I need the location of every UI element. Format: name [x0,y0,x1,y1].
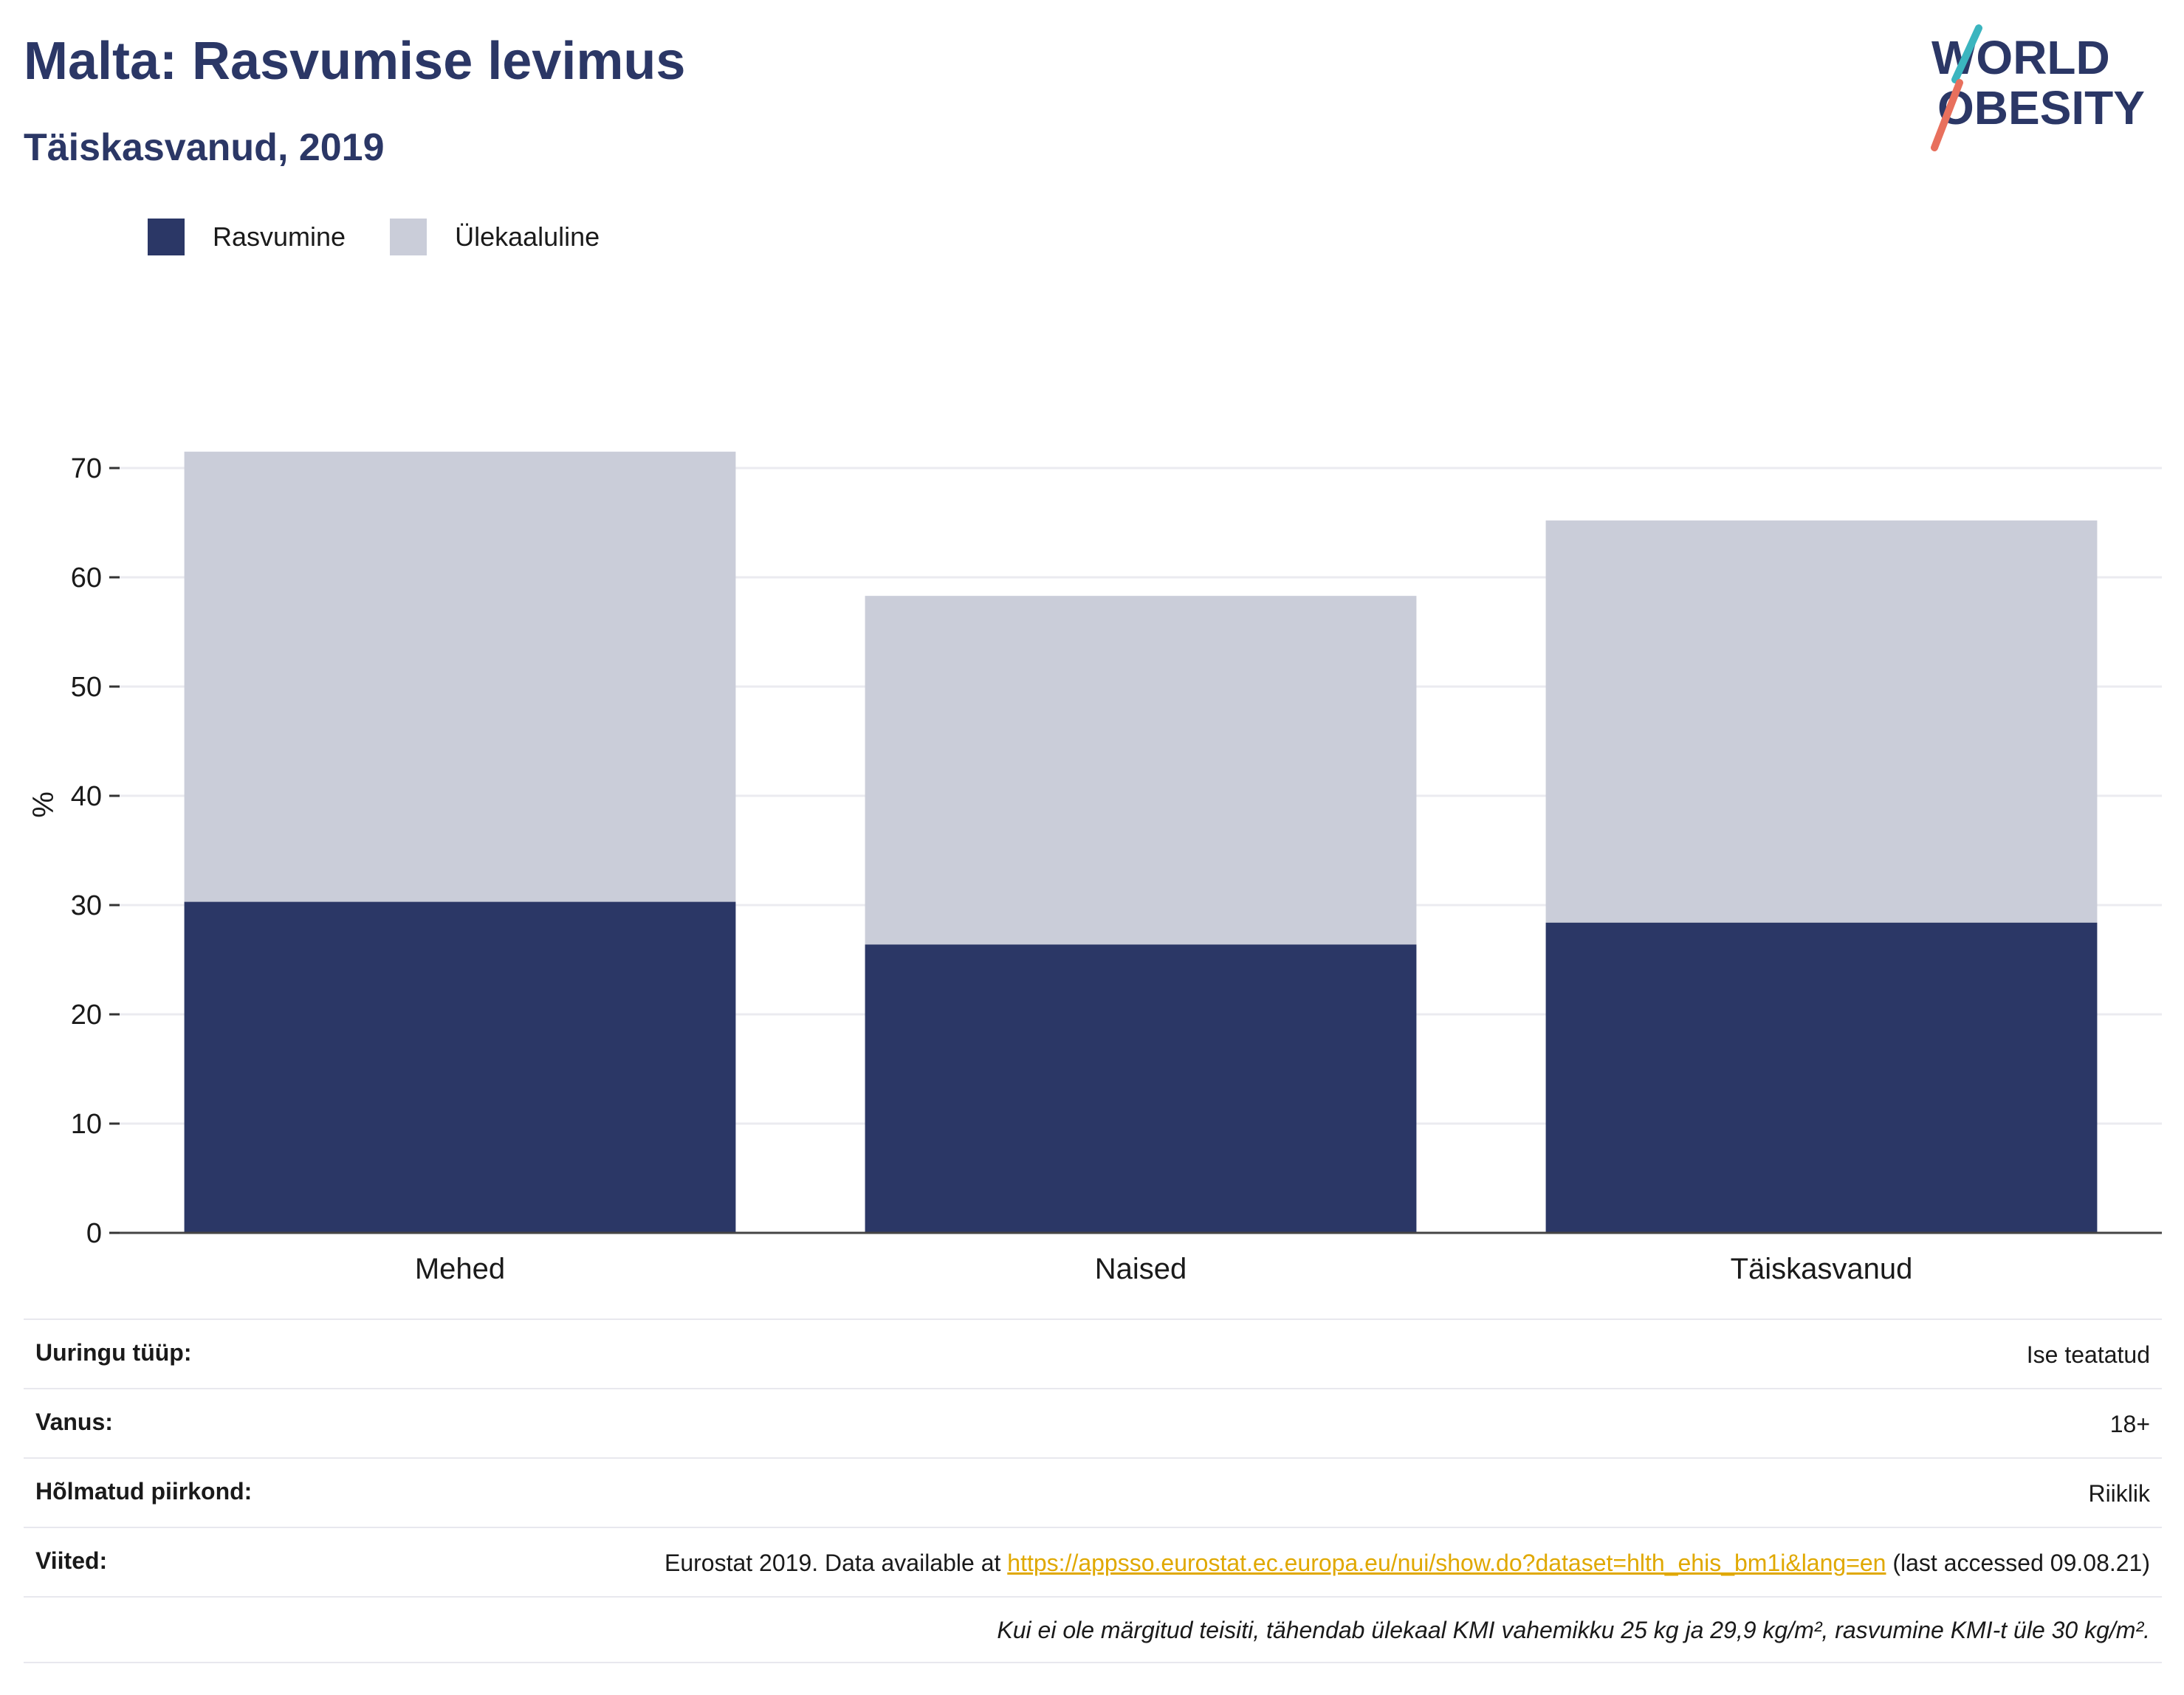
info-row-references: Viited: Eurostat 2019. Data available at… [24,1528,2162,1598]
info-row-note: Kui ei ole märgitud teisiti, tähendab ül… [24,1598,2162,1663]
y-tick-label: 30 [71,890,102,921]
legend-label-obesity: Rasvumine [213,221,346,252]
legend-swatch-obesity [148,219,185,255]
bar-obesity [184,901,736,1233]
legend-item-overweight: Ülekaaluline [390,219,600,255]
bar-obesity [1545,922,2098,1233]
bar-overweight [1545,520,2098,923]
info-value: Ise teatatud [2026,1341,2150,1368]
info-row-age: Vanus: 18+ [24,1389,2162,1459]
info-value: Riiklik [2088,1480,2150,1507]
logo-slash-top [1951,24,1982,83]
info-value: 18+ [2109,1411,2150,1437]
y-axis-label: % [27,791,60,818]
y-tick-label: 0 [86,1218,102,1249]
info-label: Vanus: [35,1409,113,1435]
legend-swatch-overweight [390,219,427,255]
info-label: Hõlmatud piirkond: [35,1478,253,1505]
page-title: Malta: Rasvumise levimus [24,32,686,91]
legend-item-obesity: Rasvumine [148,219,346,255]
info-label: Uuringu tüüp: [35,1339,192,1366]
world-obesity-logo: WORLD OBESITY [1931,24,2145,151]
y-tick-label: 20 [71,1000,102,1031]
info-label: Viited: [35,1547,108,1574]
logo-slash-bottom [1931,79,1963,151]
info-row-survey-type: Uuringu tüüp: Ise teatatud [24,1320,2162,1389]
y-tick-label: 60 [71,563,102,594]
y-tick-label: 10 [71,1109,102,1140]
bar-chart: 0 10 20 30 40 50 60 70% Mehed Naised Täiskasvanud [27,451,2162,1285]
bar-obesity [865,944,1417,1233]
info-table: Uuringu tüüp: Ise teatatud Vanus: 18+ Hõ… [24,1318,2162,1663]
definition-note: Kui ei ole märgitud teisiti, tähendab ül… [997,1617,2150,1643]
x-tick-label: Naised [1095,1253,1187,1285]
bar-overweight [865,596,1417,945]
info-row-area: Hõlmatud piirkond: Riiklik [24,1459,2162,1528]
chart-legend: Rasvumine Ülekaaluline [148,219,600,255]
bar-overweight [184,451,736,902]
page-subtitle: Täiskasvanud, 2019 [24,126,385,169]
y-tick-label: 70 [71,453,102,484]
references-prefix: Eurostat 2019. Data available at [664,1550,1008,1576]
y-tick-label: 50 [71,672,102,703]
legend-label-overweight: Ülekaaluline [455,221,600,252]
x-tick-label: Täiskasvanud [1731,1253,1913,1285]
logo-line2: OBESITY [1937,81,2145,134]
x-tick-label: Mehed [415,1253,505,1285]
y-tick-label: 40 [71,781,102,812]
references-value: Eurostat 2019. Data available at https:/… [665,1547,2150,1578]
references-suffix: (last accessed 09.08.21) [1886,1550,2150,1576]
references-link[interactable]: https://appsso.eurostat.ec.europa.eu/nui… [1007,1550,1886,1576]
